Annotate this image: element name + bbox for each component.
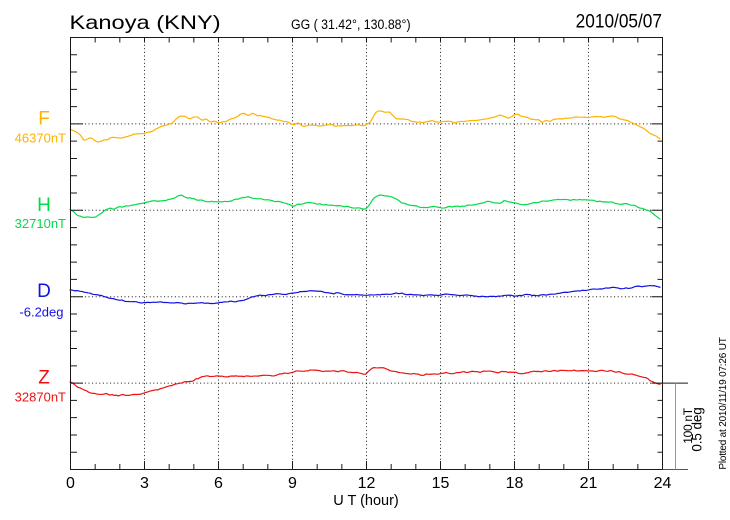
- svg-text:18: 18: [506, 475, 524, 492]
- svg-text:32710nT: 32710nT: [15, 216, 66, 231]
- svg-text:12: 12: [358, 475, 376, 492]
- svg-text:-6.2deg: -6.2deg: [19, 304, 63, 319]
- svg-text:9: 9: [288, 475, 297, 492]
- svg-text:2010/05/07: 2010/05/07: [576, 9, 662, 31]
- svg-text:Kanoya (KNY): Kanoya (KNY): [70, 12, 221, 33]
- svg-text:46370nT: 46370nT: [15, 131, 66, 146]
- svg-text:21: 21: [580, 475, 598, 492]
- svg-text:0: 0: [66, 475, 75, 492]
- svg-text:3: 3: [140, 475, 149, 492]
- svg-text:100 nT: 100 nT: [681, 407, 695, 444]
- svg-text:24: 24: [654, 475, 672, 492]
- svg-text:15: 15: [432, 475, 450, 492]
- svg-text:H: H: [37, 195, 51, 216]
- svg-text:Plotted at 2010/11/19 07:26 UT: Plotted at 2010/11/19 07:26 UT: [718, 337, 729, 469]
- svg-text:Z: Z: [38, 368, 50, 389]
- svg-text:F: F: [38, 108, 50, 129]
- svg-text:0.5 deg: 0.5 deg: [690, 407, 705, 451]
- svg-text:6: 6: [214, 475, 223, 492]
- svg-text:U T (hour): U T (hour): [333, 493, 399, 509]
- svg-text:D: D: [37, 281, 51, 302]
- svg-text:32870nT: 32870nT: [15, 390, 66, 405]
- svg-text:GG ( 31.42°, 130.88°): GG ( 31.42°, 130.88°): [291, 16, 411, 32]
